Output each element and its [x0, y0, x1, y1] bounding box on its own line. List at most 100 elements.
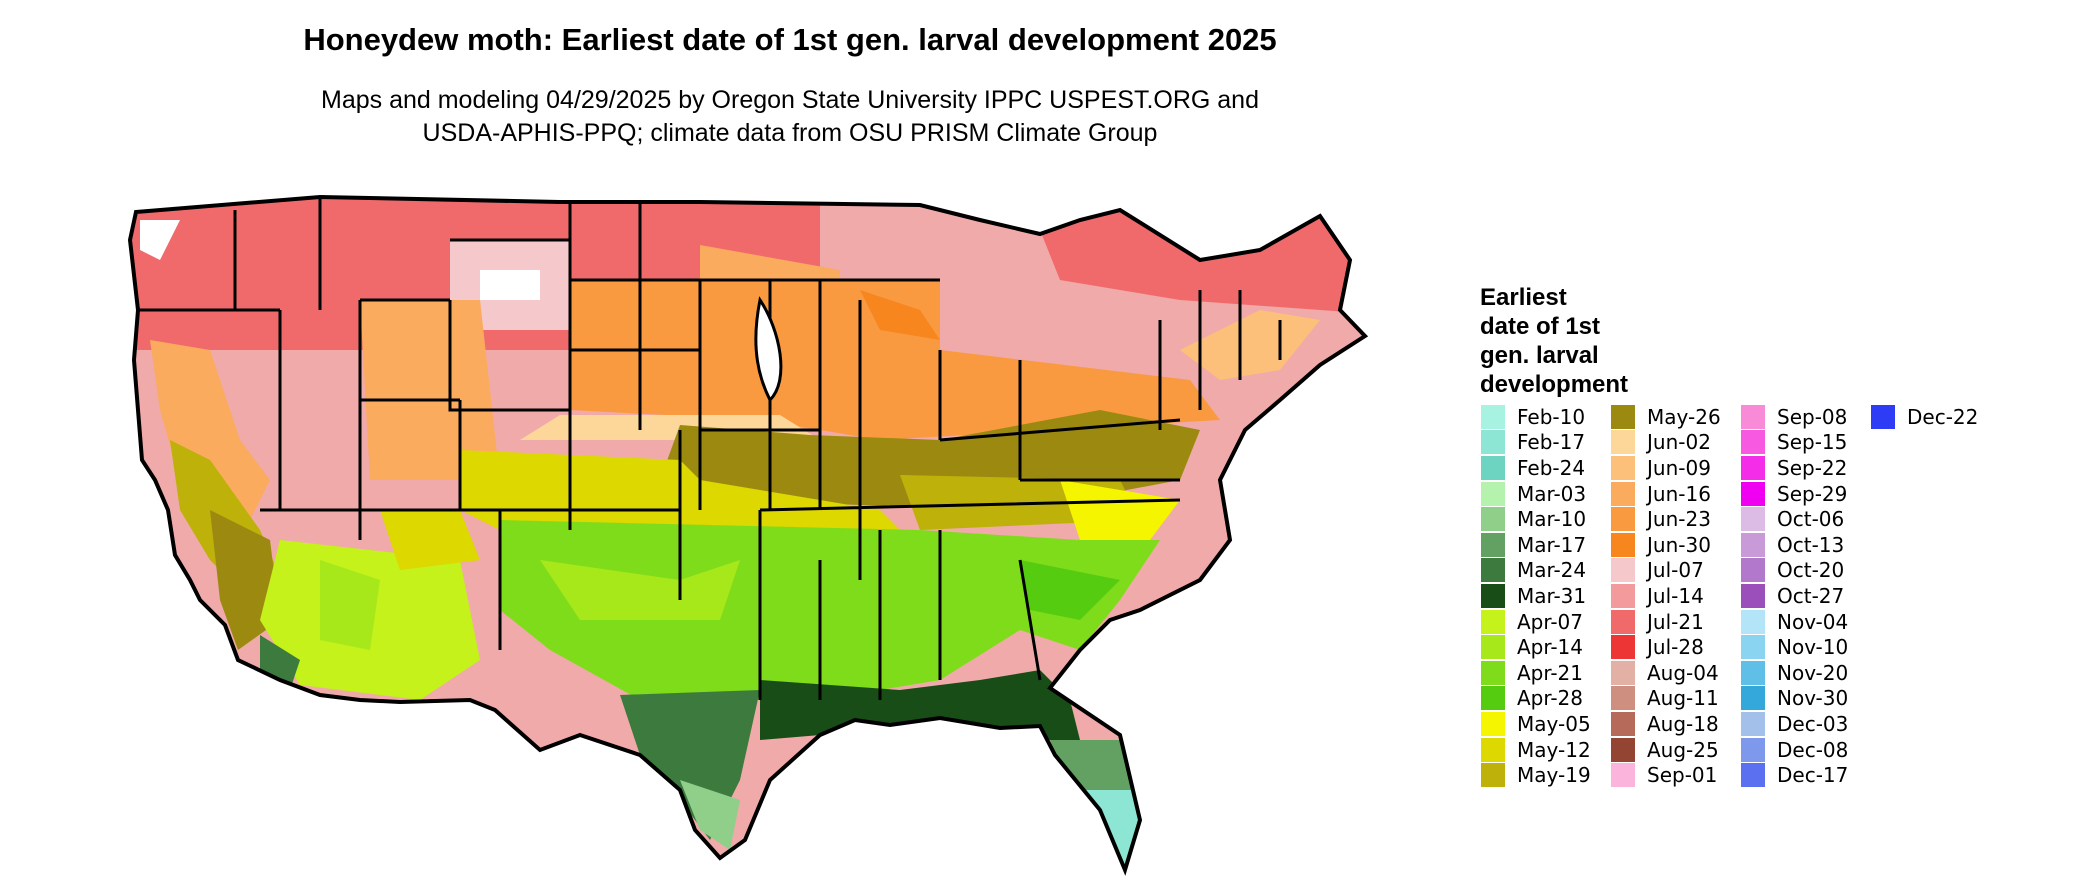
legend-label: May-12	[1517, 737, 1591, 762]
legend-label: Dec-08	[1777, 737, 1849, 762]
legend-item: Dec-03	[1741, 711, 1881, 737]
legend-label: Mar-17	[1517, 532, 1587, 557]
legend-label: May-05	[1517, 711, 1591, 736]
legend-swatch	[1741, 635, 1765, 660]
map-title: Honeydew moth: Earliest date of 1st gen.…	[303, 22, 1277, 57]
legend-item: Sep-29	[1741, 481, 1881, 507]
legend-label: Feb-24	[1517, 455, 1586, 480]
legend-swatch	[1741, 481, 1765, 506]
map-subtitle: Maps and modeling 04/29/2025 by Oregon S…	[0, 84, 1580, 150]
legend-title-line: development	[1480, 371, 1629, 398]
legend-swatch	[1611, 430, 1635, 455]
legend-swatch	[1611, 635, 1635, 660]
legend-label: Nov-30	[1777, 686, 1849, 711]
legend-item: Feb-10	[1481, 404, 1621, 430]
legend-title: Earliest date of 1st gen. larval develop…	[1480, 283, 1680, 399]
legend-swatch	[1611, 763, 1635, 788]
legend-label: Mar-24	[1517, 558, 1587, 583]
legend-item: Mar-24	[1481, 558, 1621, 584]
legend-swatch	[1611, 737, 1635, 762]
legend-column: Feb-10 Feb-17 Feb-24 Mar-03 Mar-10 Mar-17 Mar-…	[1481, 404, 1621, 788]
legend-item: Sep-22	[1741, 455, 1881, 481]
legend-label: Apr-14	[1517, 635, 1583, 660]
legend-item: Jul-21	[1611, 609, 1751, 635]
legend-item: May-26	[1611, 404, 1751, 430]
legend-column: Sep-08 Sep-15 Sep-22 Sep-29 Oct-06 Oct-13 Oct-…	[1741, 404, 1881, 788]
legend-swatch	[1741, 558, 1765, 583]
subtitle-line-2: USDA-APHIS-PPQ; climate data from OSU PR…	[422, 119, 1158, 147]
legend-item: Mar-10	[1481, 506, 1621, 532]
legend-item: Jun-02	[1611, 430, 1751, 456]
legend-label: Jul-07	[1647, 558, 1704, 583]
subtitle-line-1: Maps and modeling 04/29/2025 by Oregon S…	[321, 86, 1259, 114]
legend-item: May-05	[1481, 711, 1621, 737]
legend-label: Jun-23	[1647, 507, 1711, 532]
legend-item: Oct-06	[1741, 506, 1881, 532]
legend-swatch	[1481, 430, 1505, 455]
legend-item: Jun-30	[1611, 532, 1751, 558]
state-borders	[136, 197, 1282, 700]
legend-label: Jun-09	[1647, 455, 1711, 480]
legend-item: Jun-09	[1611, 455, 1751, 481]
legend-item: Mar-03	[1481, 481, 1621, 507]
legend-label: Feb-10	[1517, 404, 1586, 429]
legend-label: Dec-03	[1777, 711, 1849, 736]
legend-item: Mar-31	[1481, 583, 1621, 609]
legend-item: Aug-11	[1611, 686, 1751, 712]
legend-item: Jun-16	[1611, 481, 1751, 507]
legend-label: Mar-03	[1517, 481, 1587, 506]
legend-swatch	[1741, 455, 1765, 480]
legend-label: Oct-06	[1777, 507, 1845, 532]
legend-label: Oct-27	[1777, 583, 1845, 608]
legend-item: Apr-07	[1481, 609, 1621, 635]
legend-swatch	[1611, 404, 1635, 429]
legend-swatch	[1611, 481, 1635, 506]
legend-label: Jul-21	[1647, 609, 1704, 634]
legend-item: Apr-21	[1481, 660, 1621, 686]
legend-item: Nov-30	[1741, 686, 1881, 712]
legend-swatch	[1741, 532, 1765, 557]
legend-swatch	[1481, 711, 1505, 736]
legend-swatch	[1481, 609, 1505, 634]
lake-michigan	[754, 296, 783, 403]
legend-label: Mar-31	[1517, 583, 1587, 608]
legend-swatch	[1481, 481, 1505, 506]
legend-item: Feb-24	[1481, 455, 1621, 481]
legend-item: Nov-20	[1741, 660, 1881, 686]
legend-swatch	[1741, 660, 1765, 685]
legend-label: May-19	[1517, 763, 1591, 788]
legend-swatch	[1611, 686, 1635, 711]
legend-swatch	[1741, 507, 1765, 532]
legend-label: Aug-18	[1647, 711, 1719, 736]
legend-item: Sep-08	[1741, 404, 1881, 430]
legend-item: Jul-14	[1611, 583, 1751, 609]
legend-item: Dec-08	[1741, 737, 1881, 763]
us-degree-day-map	[128, 195, 1367, 872]
legend-label: Aug-11	[1647, 686, 1719, 711]
legend-title-line: gen. larval	[1480, 342, 1599, 369]
legend-swatch	[1611, 558, 1635, 583]
legend-column: Dec-22	[1871, 404, 2011, 430]
legend-label: Nov-04	[1777, 609, 1849, 634]
legend-swatch	[1611, 711, 1635, 736]
legend-swatch	[1741, 404, 1765, 429]
legend-column: May-26 Jun-02 Jun-09 Jun-16 Jun-23 Jun-30 Jul-…	[1611, 404, 1751, 788]
legend-swatch	[1871, 404, 1895, 429]
legend-swatch	[1481, 686, 1505, 711]
legend-label: Jul-28	[1647, 635, 1704, 660]
legend-title-line: date of 1st	[1480, 313, 1601, 340]
legend-item: Aug-25	[1611, 737, 1751, 763]
legend-swatch	[1741, 686, 1765, 711]
legend-label: Aug-04	[1647, 660, 1719, 685]
legend-item: Oct-13	[1741, 532, 1881, 558]
legend-swatch	[1741, 737, 1765, 762]
legend-label: Jun-16	[1647, 481, 1711, 506]
legend-item: Mar-17	[1481, 532, 1621, 558]
legend-swatch	[1481, 404, 1505, 429]
legend-item: Feb-17	[1481, 430, 1621, 456]
legend-swatch	[1481, 455, 1505, 480]
legend-swatch	[1741, 609, 1765, 634]
legend-label: Oct-20	[1777, 558, 1845, 583]
legend-label: Apr-07	[1517, 609, 1583, 634]
legend-item: Jul-28	[1611, 634, 1751, 660]
